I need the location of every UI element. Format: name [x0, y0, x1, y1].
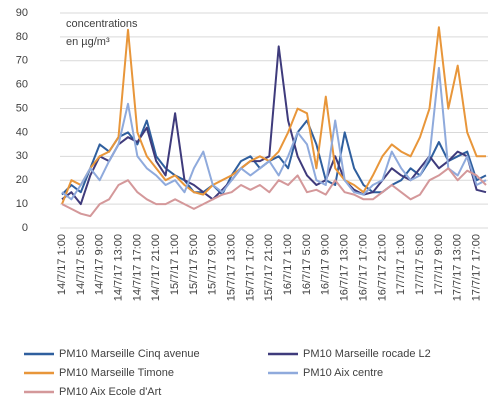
y-tick-label: 80	[16, 31, 28, 43]
legend-label: PM10 Marseille rocade L2	[303, 348, 431, 360]
series-line	[61, 45, 487, 206]
y-tick-label: 0	[22, 222, 28, 234]
x-tick-label: 17/7/17 17:00	[470, 234, 482, 301]
legend-label: PM10 Marseille Cinq avenue	[59, 348, 200, 360]
x-tick-label: 17/7/17 1:00	[395, 234, 407, 295]
x-tick-label: 15/7/17 21:00	[263, 234, 275, 301]
x-tick-label: 17/7/17 9:00	[433, 234, 445, 295]
y-tick-label: 20	[16, 174, 28, 186]
series-line	[61, 26, 486, 205]
x-tick-label: 15/7/17 5:00	[188, 234, 200, 295]
x-tick-label: 16/7/17 13:00	[339, 234, 351, 301]
annotation: en µg/m³	[66, 36, 110, 48]
x-tick-label: 16/7/17 21:00	[376, 234, 388, 301]
x-tick-label: 14/7/17 13:00	[112, 234, 124, 301]
x-tick-label: 14/7/17 1:00	[56, 234, 68, 295]
x-tick-label: 14/7/17 9:00	[94, 234, 106, 295]
x-tick-label: 14/7/17 21:00	[150, 234, 162, 301]
y-tick-label: 90	[16, 7, 28, 19]
y-tick-label: 50	[16, 102, 28, 114]
plot: 0 10 20 30 40 50 60 70 80 90 14/7/17 1:00 14/7/17 5…	[16, 7, 488, 398]
series-line	[61, 66, 487, 201]
y-tick-label: 10	[16, 198, 28, 210]
x-tick-label: 16/7/17 5:00	[301, 234, 313, 295]
x-tick-label: 14/7/17 17:00	[131, 234, 143, 301]
y-tick-label: 30	[16, 150, 28, 162]
legend-label: PM10 Aix Ecole d'Art	[59, 386, 161, 398]
y-tick-label: 60	[16, 79, 28, 91]
x-tick-label: 15/7/17 13:00	[226, 234, 238, 301]
x-tick-label: 14/7/17 5:00	[75, 234, 87, 295]
annotation: concentrations	[66, 18, 138, 30]
x-tick-label: 16/7/17 1:00	[282, 234, 294, 295]
x-tick-label: 17/7/17 5:00	[414, 234, 426, 295]
y-tick-label: 70	[16, 55, 28, 67]
x-tick-label: 16/7/17 9:00	[320, 234, 332, 295]
x-tick-label: 17/7/17 13:00	[452, 234, 464, 301]
x-tick-label: 16/7/17 17:00	[357, 234, 369, 301]
series-line	[61, 167, 487, 218]
legend-label: PM10 Aix centre	[303, 367, 383, 379]
y-tick-label: 40	[16, 126, 28, 138]
x-tick-label: 15/7/17 9:00	[207, 234, 219, 295]
x-tick-label: 15/7/17 17:00	[244, 234, 256, 301]
legend-label: PM10 Marseille Timone	[59, 367, 174, 379]
series-line	[61, 119, 487, 196]
x-tick-label: 15/7/17 1:00	[169, 234, 181, 295]
